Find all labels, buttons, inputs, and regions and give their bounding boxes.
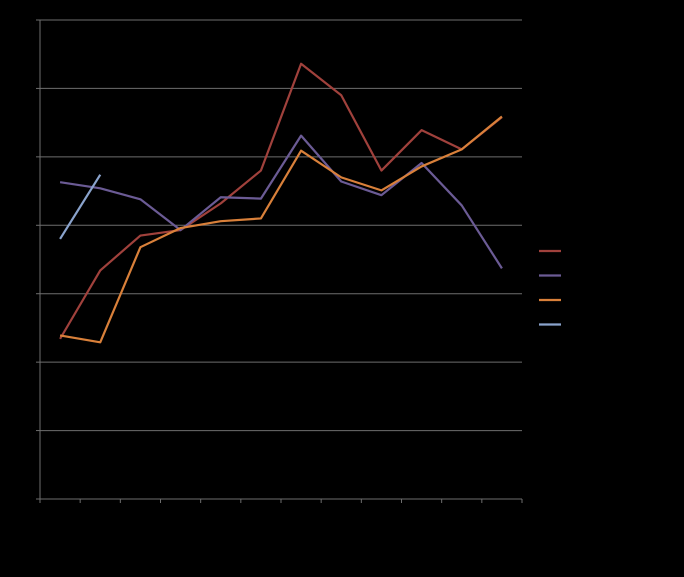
series-line <box>59 134 503 269</box>
series-line <box>59 62 503 340</box>
series-line <box>59 174 102 240</box>
series-line <box>59 115 503 344</box>
